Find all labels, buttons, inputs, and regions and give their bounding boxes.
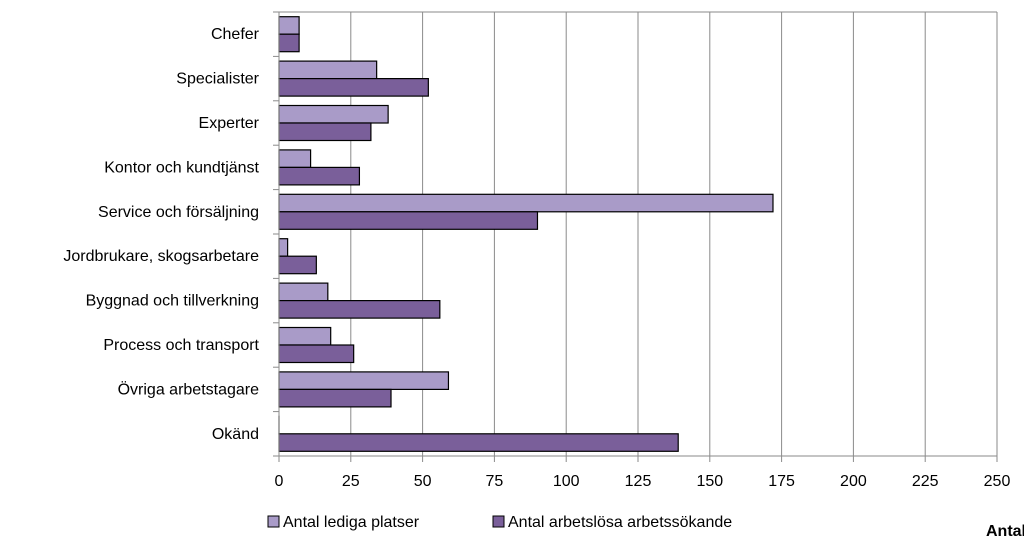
bar-arbetslosa [278, 33, 300, 53]
category-label: Experter [199, 115, 260, 132]
bar-arbetslosa [278, 388, 392, 408]
category-label: Chefer [211, 26, 260, 43]
x-tick-label: 100 [553, 473, 580, 490]
axes [273, 11, 998, 462]
bar-arbetslosa [278, 300, 441, 319]
bar-lediga-platser [278, 193, 774, 213]
x-tick-label: 0 [275, 473, 284, 490]
x-tick-label: 250 [984, 473, 1011, 490]
axis-unit-label: Antal [986, 523, 1024, 540]
bar-arbetslosa [278, 77, 429, 97]
legend-label-arbetslosa: Antal arbetslösa arbetssökande [508, 514, 732, 531]
x-tick-label: 125 [625, 473, 652, 490]
bar-arbetslosa [278, 433, 679, 452]
legend-label-lediga: Antal lediga platser [283, 514, 420, 531]
bar-arbetslosa [278, 122, 372, 142]
category-label: Process och transport [103, 337, 259, 354]
category-label: Jordbrukare, skogsarbetare [63, 248, 259, 265]
category-label: Service och försäljning [98, 204, 259, 221]
bar-lediga-platser [278, 104, 389, 124]
category-label: Okänd [212, 426, 259, 443]
bar-lediga-platser [278, 326, 332, 346]
x-tick-label: 150 [696, 473, 723, 490]
bar-lediga-platser [278, 60, 378, 80]
bar-lediga-platser [278, 371, 450, 390]
bar-lediga-platser [278, 238, 289, 257]
category-label: Övriga arbetstagare [118, 380, 260, 398]
x-tick-label: 200 [840, 473, 867, 490]
bar-lediga-platser [278, 16, 300, 35]
bar-arbetslosa [278, 344, 355, 364]
category-label: Byggnad och tillverkning [86, 293, 259, 310]
x-tick-label: 75 [486, 473, 504, 490]
category-label: Kontor och kundtjänst [104, 159, 259, 176]
bar-arbetslosa [278, 255, 317, 275]
bar-arbetslosa [278, 211, 539, 230]
legend: Antal lediga platser Antal arbetslösa ar… [267, 514, 732, 531]
x-tick-label: 25 [342, 473, 360, 490]
x-tick-label: 50 [414, 473, 432, 490]
x-tick-label: 225 [912, 473, 939, 490]
bar-arbetslosa [278, 166, 361, 186]
bar-lediga-platser [278, 282, 329, 302]
category-label: Specialister [176, 71, 259, 88]
category-labels: Chefer Specialister Experter Kontor och kun… [63, 26, 259, 443]
legend-swatch-arbetslosa [492, 515, 505, 528]
x-tick-label: 175 [768, 473, 795, 490]
tick-labels: 0 25 50 75 100 125 150 175 200 225 250 [275, 473, 1011, 490]
bar-lediga-platser [278, 149, 312, 168]
bars [278, 16, 774, 452]
legend-swatch-lediga [267, 515, 280, 528]
